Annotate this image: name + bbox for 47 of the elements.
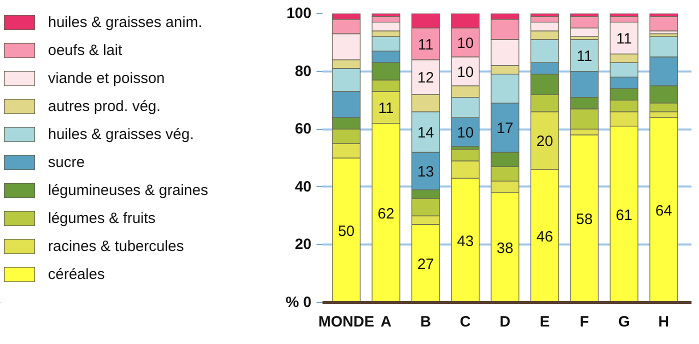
data-label: 50 [338,222,355,240]
data-label: 11 [378,100,394,117]
data-label: 13 [417,164,434,181]
legend-label: huiles & graisses anim. [48,13,202,31]
data-label: 17 [496,120,514,138]
data-label: 11 [576,48,592,65]
x-tick-label: D [500,314,511,330]
legend-label: huiles & graisses vég. [48,125,194,143]
legend-label: sucre [48,153,85,171]
legend-label: viande et poisson [48,69,165,87]
legend-label: céréales [48,265,105,283]
legend-label: légumes & fruits [48,209,156,227]
x-tick-label: E [540,314,550,330]
legend-label: racines & tubercules [48,237,184,255]
data-label: 10 [456,124,474,142]
data-label: 64 [655,202,672,220]
x-tick-label: MONDE [318,314,374,330]
data-label: 46 [536,228,554,246]
x-tick-label: F [580,314,589,330]
y-tick-label: 40 [294,178,312,196]
y-tick-label: 80 [294,62,312,80]
data-label: 38 [496,240,514,258]
x-tick-label: H [658,314,670,330]
legend-label: oeufs & lait [48,41,122,59]
data-label: 10 [456,64,474,81]
data-label: 58 [576,211,593,228]
bar [649,16,678,32]
x-tick-label: B [420,314,432,330]
x-tick-label: C [460,314,471,330]
data-label: 62 [378,205,394,222]
y-tick-label: % 0 [286,294,312,311]
data-label: 61 [616,206,632,224]
data-label: 20 [536,133,554,150]
y-tick-label: 20 [294,236,312,254]
y-tick-label: 60 [294,120,312,138]
data-label: 27 [417,256,434,273]
legend-label: autres prod. vég. [48,97,161,115]
data-label: 10 [456,34,474,52]
data-label: 14 [417,124,434,142]
legend-label: légumineuses & graines [48,181,208,199]
data-label: 12 [417,70,434,87]
data-label: 11 [616,30,632,48]
x-tick-label: A [380,314,392,330]
data-label: 43 [456,232,474,250]
x-tick-label: G [618,314,630,330]
y-tick-label: 100 [286,5,312,22]
data-label: 11 [418,36,434,54]
